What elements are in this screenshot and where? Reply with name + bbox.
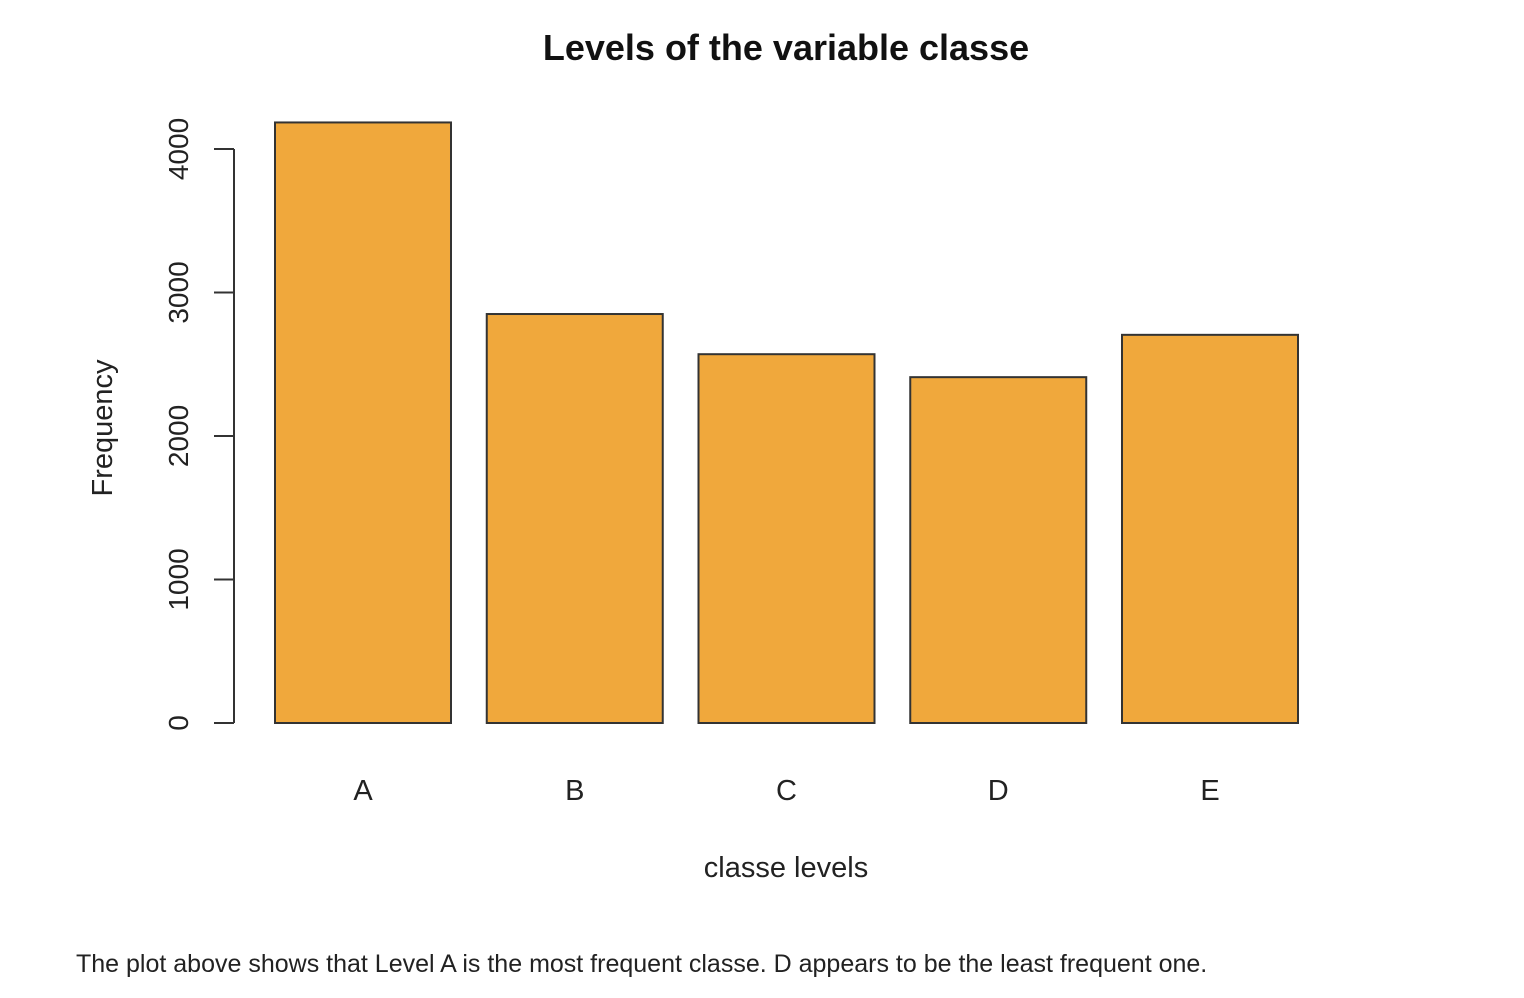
x-tick-label: A	[353, 775, 373, 807]
y-axis: 0 1000 2000 3000 4000	[163, 118, 235, 731]
x-axis-label: classe levels	[704, 852, 868, 884]
y-tick-label: 3000	[163, 261, 194, 323]
x-tick-label: D	[988, 775, 1009, 807]
bar-e	[1121, 333, 1299, 724]
bar-b	[485, 313, 664, 724]
y-axis-label: Frequency	[87, 359, 119, 497]
bars	[274, 121, 1299, 724]
chart-title: Levels of the variable classe	[543, 27, 1029, 68]
bar-c	[697, 353, 876, 724]
x-tick-label: E	[1200, 775, 1219, 807]
x-tick-label: B	[565, 775, 584, 807]
bar-a	[274, 121, 452, 724]
y-tick-label: 2000	[163, 405, 194, 467]
x-tick-label: C	[776, 775, 797, 807]
bar-d	[909, 376, 1088, 724]
x-axis-ticks: A B C D E	[353, 775, 1219, 807]
y-tick-label: 1000	[163, 548, 194, 610]
y-tick-label: 0	[163, 715, 194, 731]
y-tick-label: 4000	[163, 118, 194, 180]
chart-caption: The plot above shows that Level A is the…	[76, 950, 1208, 978]
bar-chart: Levels of the variable classe Frequency …	[87, 27, 1299, 884]
